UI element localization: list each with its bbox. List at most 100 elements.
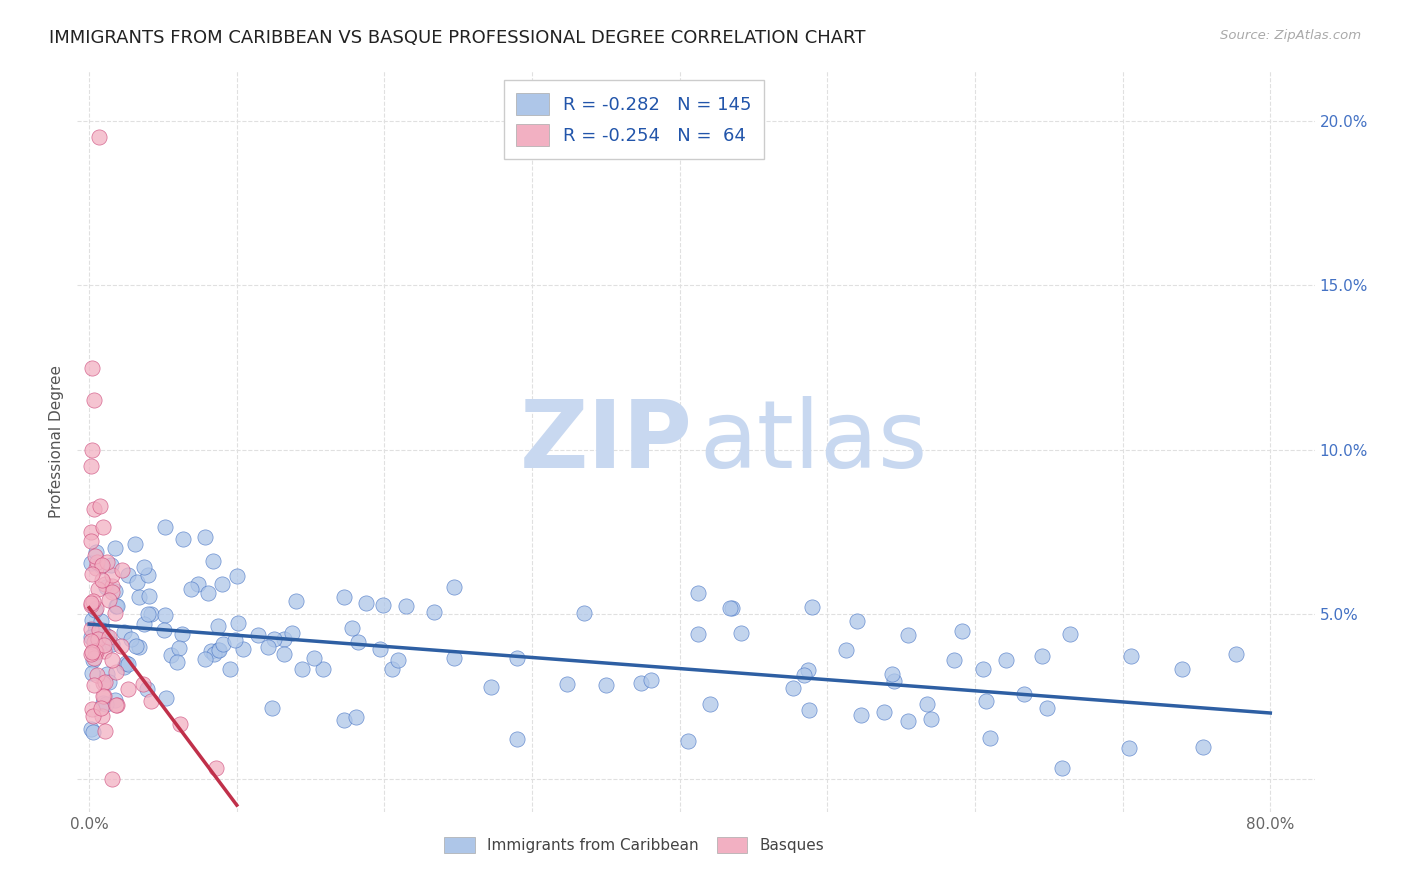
Point <box>200 644 222 658</box>
Point <box>1031 648 1053 663</box>
Point <box>676 734 699 748</box>
Point <box>194 530 217 544</box>
Point <box>1052 761 1074 775</box>
Point <box>87 624 110 638</box>
Point <box>86 582 108 596</box>
Point <box>104 599 127 613</box>
Point <box>166 655 188 669</box>
Point <box>97 636 120 650</box>
Point <box>169 641 191 656</box>
Point <box>86 545 108 559</box>
Point <box>381 662 404 676</box>
Point <box>82 594 104 608</box>
Point <box>354 596 377 610</box>
Point <box>86 634 108 648</box>
Point <box>91 697 114 711</box>
Point <box>686 627 709 641</box>
Point <box>172 627 194 641</box>
Point <box>699 697 721 711</box>
Point <box>915 697 938 711</box>
Point <box>994 653 1017 667</box>
Point <box>79 459 101 474</box>
Point <box>84 645 107 659</box>
Point <box>100 558 122 573</box>
Point <box>93 644 115 658</box>
Point <box>80 634 103 648</box>
Point <box>80 644 103 658</box>
Point <box>212 637 235 651</box>
Point <box>506 731 529 746</box>
Point <box>333 591 356 605</box>
Point <box>90 559 112 574</box>
Point <box>344 709 367 723</box>
Point <box>94 724 117 739</box>
Point <box>281 626 304 640</box>
Point <box>1119 649 1142 664</box>
Point <box>84 624 107 639</box>
Point <box>226 569 249 583</box>
Point <box>117 568 139 582</box>
Point <box>105 698 128 713</box>
Point <box>79 556 101 570</box>
Point <box>89 130 111 145</box>
Point <box>273 647 295 661</box>
Point <box>169 717 191 731</box>
Point <box>117 681 139 696</box>
Point <box>202 554 225 568</box>
Point <box>974 694 997 708</box>
Point <box>80 534 103 549</box>
Point <box>302 650 325 665</box>
Point <box>83 634 105 648</box>
Point <box>793 668 815 682</box>
Point <box>86 668 108 682</box>
Point <box>979 731 1001 746</box>
Point <box>86 634 108 648</box>
Point <box>112 660 135 674</box>
Point <box>801 599 824 614</box>
Point <box>84 549 107 564</box>
Point <box>104 693 127 707</box>
Point <box>101 578 124 592</box>
Point <box>82 709 104 723</box>
Point <box>160 648 183 662</box>
Point <box>132 560 155 574</box>
Point <box>640 673 662 688</box>
Point <box>83 502 105 516</box>
Point <box>845 614 868 628</box>
Point <box>247 628 270 642</box>
Point <box>882 667 904 681</box>
Point <box>1225 647 1247 661</box>
Point <box>80 613 103 627</box>
Point <box>197 586 219 600</box>
Point <box>93 690 115 704</box>
Point <box>443 580 465 594</box>
Point <box>284 594 307 608</box>
Point <box>139 607 162 621</box>
Point <box>1035 701 1057 715</box>
Point <box>86 555 108 569</box>
Point <box>90 614 112 628</box>
Legend: Immigrants from Caribbean, Basques: Immigrants from Caribbean, Basques <box>437 830 831 860</box>
Point <box>153 624 176 638</box>
Point <box>101 653 124 667</box>
Point <box>94 581 117 595</box>
Text: Source: ZipAtlas.com: Source: ZipAtlas.com <box>1220 29 1361 42</box>
Point <box>82 360 104 375</box>
Point <box>943 652 966 666</box>
Point <box>897 714 920 728</box>
Point <box>83 393 105 408</box>
Point <box>340 622 363 636</box>
Point <box>972 662 994 676</box>
Point <box>104 541 127 555</box>
Point <box>84 603 107 617</box>
Point <box>91 573 114 587</box>
Point <box>98 631 121 645</box>
Point <box>138 567 160 582</box>
Point <box>96 667 118 681</box>
Point <box>96 629 118 643</box>
Point <box>112 625 135 640</box>
Point <box>94 698 117 712</box>
Point <box>155 690 177 705</box>
Point <box>125 639 148 653</box>
Point <box>132 677 155 691</box>
